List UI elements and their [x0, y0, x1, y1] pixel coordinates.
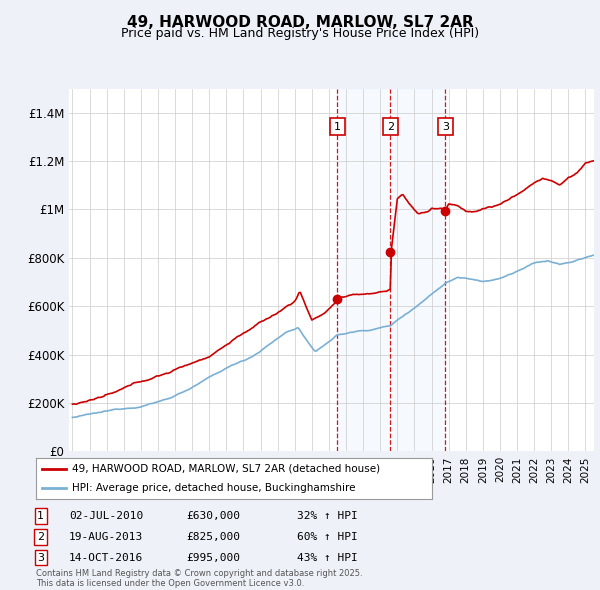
Text: £995,000: £995,000: [186, 553, 240, 562]
Text: 2: 2: [37, 532, 44, 542]
Text: 02-JUL-2010: 02-JUL-2010: [69, 512, 143, 521]
Text: 32% ↑ HPI: 32% ↑ HPI: [297, 512, 358, 521]
Text: 2: 2: [387, 122, 394, 132]
Text: 49, HARWOOD ROAD, MARLOW, SL7 2AR (detached house): 49, HARWOOD ROAD, MARLOW, SL7 2AR (detac…: [71, 464, 380, 474]
Text: 1: 1: [37, 512, 44, 521]
Text: £630,000: £630,000: [186, 512, 240, 521]
Text: 3: 3: [37, 553, 44, 562]
Text: 14-OCT-2016: 14-OCT-2016: [69, 553, 143, 562]
Bar: [337, 88, 445, 451]
Text: 19-AUG-2013: 19-AUG-2013: [69, 532, 143, 542]
Text: 1: 1: [334, 122, 341, 132]
Text: HPI: Average price, detached house, Buckinghamshire: HPI: Average price, detached house, Buck…: [71, 483, 355, 493]
Text: Price paid vs. HM Land Registry's House Price Index (HPI): Price paid vs. HM Land Registry's House …: [121, 27, 479, 40]
Text: 43% ↑ HPI: 43% ↑ HPI: [297, 553, 358, 562]
Text: 60% ↑ HPI: 60% ↑ HPI: [297, 532, 358, 542]
Text: £825,000: £825,000: [186, 532, 240, 542]
Text: Contains HM Land Registry data © Crown copyright and database right 2025.
This d: Contains HM Land Registry data © Crown c…: [36, 569, 362, 588]
Text: 3: 3: [442, 122, 449, 132]
Text: 49, HARWOOD ROAD, MARLOW, SL7 2AR: 49, HARWOOD ROAD, MARLOW, SL7 2AR: [127, 15, 473, 30]
